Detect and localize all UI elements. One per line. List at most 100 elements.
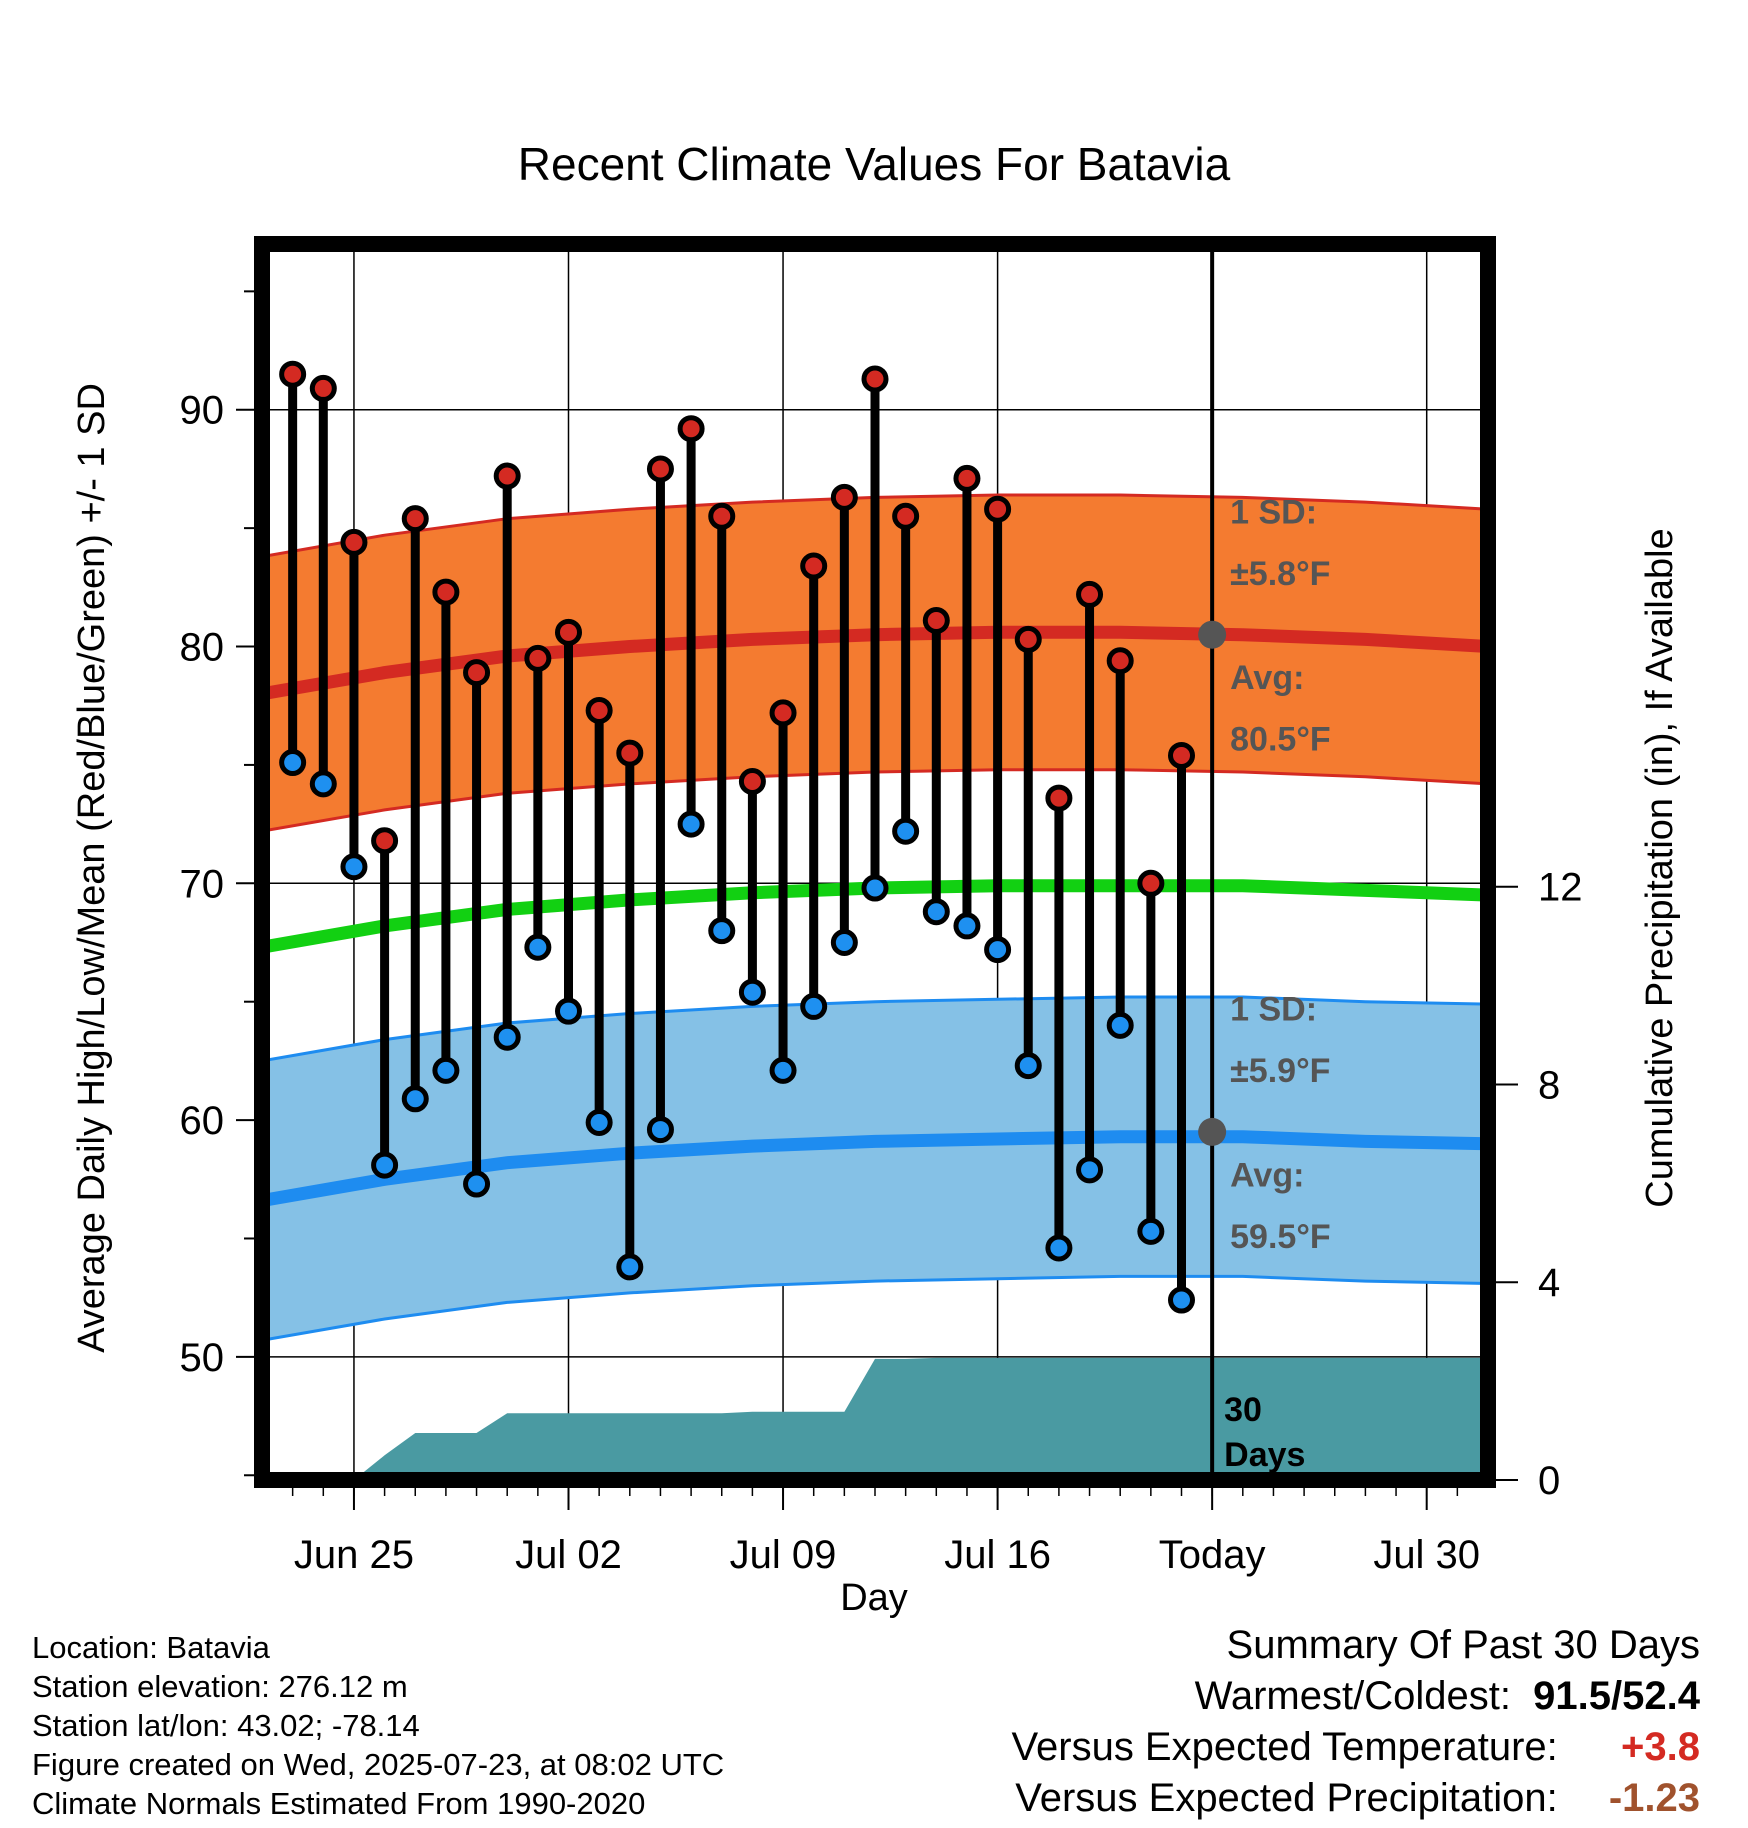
- observed-high-point: [953, 464, 981, 492]
- observed-high-point: [892, 502, 920, 530]
- observed-high-point: [738, 767, 766, 795]
- observed-high-point: [677, 415, 705, 443]
- y-tick-label: 70: [180, 862, 225, 906]
- warmest-coldest-label: Warmest/Coldest:: [1194, 1674, 1511, 1718]
- observed-high-point: [616, 739, 644, 767]
- observed-high-point: [401, 505, 429, 533]
- today-high-avg-marker: [1198, 620, 1227, 649]
- observed-low-point: [953, 912, 981, 940]
- observed-low-point: [371, 1151, 399, 1179]
- y2-tick-label: 4: [1538, 1261, 1560, 1305]
- observed-low-point: [800, 992, 828, 1020]
- observed-low-point: [738, 978, 766, 1006]
- climate-chart: Recent Climate Values For Batavia 1 SD: ±…: [71, 138, 1681, 1619]
- observed-high-point: [984, 495, 1012, 523]
- info-created: Figure created on Wed, 2025-07-23, at 08…: [32, 1747, 725, 1782]
- info-elevation: Station elevation: 276.12 m: [32, 1669, 408, 1704]
- observed-low-point: [984, 936, 1012, 964]
- observed-low-point: [1168, 1286, 1195, 1314]
- observed-low-point: [279, 749, 307, 777]
- y-tick-label: 60: [180, 1099, 225, 1143]
- observed-low-point: [708, 917, 736, 945]
- observed-high-point: [309, 374, 337, 402]
- low-sd-value: ±5.9°F: [1230, 1052, 1330, 1090]
- observed-high-point: [1106, 647, 1134, 675]
- station-info: Location: Batavia Station elevation: 276…: [32, 1628, 724, 1823]
- summary-panel: Summary Of Past 30 Days Warmest/Coldest:…: [1012, 1620, 1700, 1824]
- info-normals: Climate Normals Estimated From 1990-2020: [32, 1786, 646, 1821]
- y-tick-label: 80: [180, 626, 225, 670]
- plot-frame: [254, 236, 1496, 1488]
- observed-low-point: [309, 770, 337, 798]
- summary-title: Summary Of Past 30 Days: [1226, 1623, 1700, 1667]
- y2-tick-label: 8: [1538, 1063, 1560, 1107]
- temp-value: +3.8: [1621, 1725, 1700, 1769]
- observed-high-point: [585, 696, 613, 724]
- observed-low-point: [677, 810, 705, 838]
- summary-warmest-coldest: Warmest/Coldest: 91.5/52.4: [1012, 1671, 1700, 1722]
- high-sd-value: ±5.8°F: [1230, 555, 1330, 593]
- normal-low-line: [262, 1130, 1488, 1208]
- observed-high-point: [1045, 784, 1073, 812]
- observed-high-point: [463, 659, 491, 687]
- today-low-avg-marker: [1198, 1117, 1227, 1146]
- x-tick-label: Jul 09: [730, 1533, 837, 1577]
- observed-low-point: [830, 929, 858, 957]
- observed-low-point: [922, 898, 950, 926]
- observed-high-point: [1137, 869, 1165, 897]
- y-tick-label: 50: [180, 1336, 225, 1380]
- precip-label: Versus Expected Precipitation:: [1015, 1776, 1558, 1820]
- observed-low-point: [463, 1170, 491, 1198]
- x-tick-label: Jul 30: [1373, 1533, 1480, 1577]
- x-tick-label: Jul 16: [944, 1533, 1051, 1577]
- observed-high-point: [340, 528, 368, 556]
- observed-low-point: [769, 1056, 797, 1084]
- summary-temp: Versus Expected Temperature: +3.8: [1012, 1722, 1700, 1773]
- observed-low-point: [401, 1085, 429, 1113]
- low-sd-label: 1 SD:: [1230, 991, 1317, 1029]
- warmest-coldest-value: 91.5/52.4: [1533, 1674, 1700, 1718]
- info-latlon: Station lat/lon: 43.02; -78.14: [32, 1708, 420, 1743]
- observed-low-point: [340, 853, 368, 881]
- y-axis-label: Average Daily High/Low/Mean (Red/Blue/Gr…: [71, 383, 113, 1353]
- y2-axis-label: Cumulative Precipitation (in), If Availa…: [1639, 528, 1681, 1207]
- observed-low-point: [1076, 1156, 1104, 1184]
- observed-high-point: [769, 699, 797, 727]
- observed-high-point: [524, 644, 552, 672]
- observed-low-point: [524, 933, 552, 961]
- x-tick-label: Jun 25: [294, 1533, 414, 1577]
- x-tick-label: Jul 02: [515, 1533, 622, 1577]
- observed-high-point: [432, 578, 460, 606]
- summary-precip: Versus Expected Precipitation: -1.23: [1012, 1773, 1700, 1824]
- observed-high-point: [493, 462, 521, 490]
- observed-low-point: [892, 817, 920, 845]
- y-tick-label: 90: [180, 389, 225, 433]
- precip-days-line2: Days: [1224, 1436, 1305, 1474]
- observed-low-point: [861, 874, 889, 902]
- observed-high-point: [555, 618, 582, 646]
- observed-low-point: [555, 997, 582, 1025]
- low-avg-value: 59.5°F: [1230, 1218, 1331, 1256]
- low-sd-band-lower-edge: [262, 1274, 1488, 1342]
- observed-high-point: [708, 502, 736, 530]
- observed-low-point: [646, 1116, 674, 1144]
- observed-high-point: [646, 455, 674, 483]
- precip-days-line1: 30: [1224, 1391, 1262, 1429]
- precip-value: -1.23: [1608, 1776, 1700, 1820]
- info-location: Location: Batavia: [32, 1630, 270, 1665]
- observed-high-point: [1014, 625, 1042, 653]
- high-avg-label: Avg:: [1230, 659, 1304, 697]
- observed-low-point: [1045, 1234, 1073, 1262]
- observed-low-point: [493, 1023, 521, 1051]
- observed-high-point: [800, 552, 828, 580]
- observed-low-point: [1106, 1011, 1134, 1039]
- low-avg-label: Avg:: [1230, 1156, 1304, 1194]
- observed-low-point: [585, 1108, 613, 1136]
- observed-low-point: [432, 1056, 460, 1084]
- observed-high-point: [1168, 741, 1195, 769]
- observed-high-point: [830, 483, 858, 511]
- observed-high-point: [861, 365, 889, 393]
- high-sd-label: 1 SD:: [1230, 493, 1317, 531]
- observed-high-point: [1076, 580, 1104, 608]
- plot-layer: [262, 244, 1488, 1480]
